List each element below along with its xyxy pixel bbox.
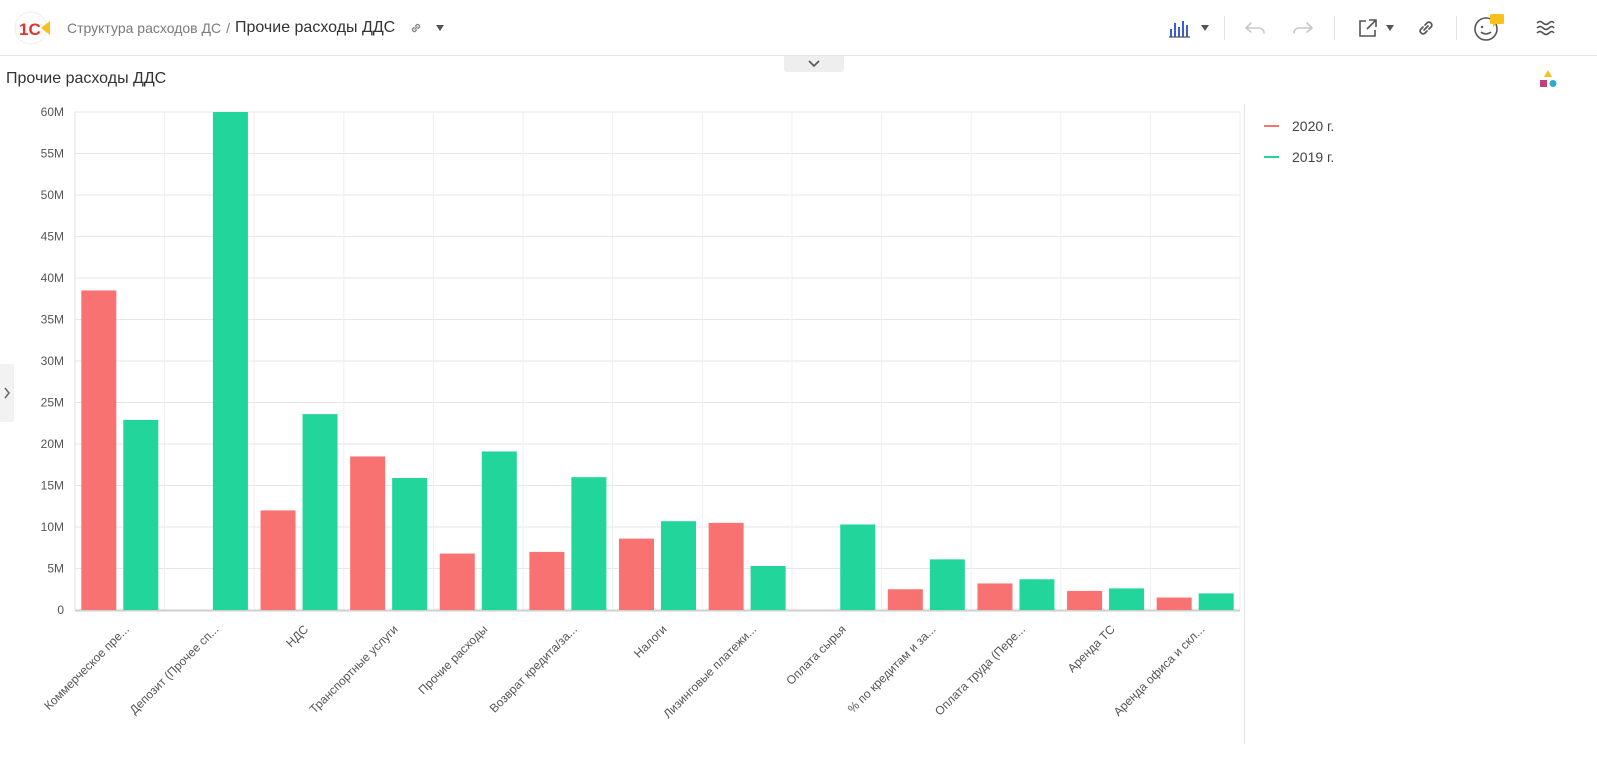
x-tick-label: Прочие расходы xyxy=(415,622,490,697)
chevron-down-icon xyxy=(808,60,820,68)
bar[interactable] xyxy=(840,524,876,610)
y-tick-label: 55M xyxy=(41,147,64,161)
x-tick-label: Транспортные услуги xyxy=(307,622,401,716)
toolbar-divider xyxy=(1334,16,1335,40)
undo-button[interactable] xyxy=(1242,14,1268,42)
chevron-down-icon xyxy=(1201,25,1209,31)
bar[interactable] xyxy=(571,477,607,610)
bar[interactable] xyxy=(529,551,565,610)
legend-label: 2020 г. xyxy=(1292,117,1335,134)
y-axis: 0 5M 10M 15M 20M 25M 30M 35M 40M 45M 50M 55M 60M xyxy=(41,105,65,617)
y-tick-label: 30M xyxy=(41,354,64,368)
breadcrumb: Структура расходов ДС / Прочие расходы Д… xyxy=(67,19,445,37)
chevron-down-icon xyxy=(1386,25,1394,31)
y-tick-label: 60M xyxy=(41,105,64,119)
breadcrumb-parent[interactable]: Структура расходов ДС xyxy=(67,20,222,36)
y-tick-label: 35M xyxy=(41,313,64,327)
bar[interactable] xyxy=(302,414,338,610)
link-icon[interactable] xyxy=(409,21,423,35)
y-tick-label: 0 xyxy=(57,603,64,617)
bar[interactable] xyxy=(1198,593,1234,610)
side-panel-toggle[interactable] xyxy=(0,364,14,422)
export-button[interactable] xyxy=(1354,14,1398,42)
breadcrumb-current: Прочие расходы ДДС xyxy=(234,19,396,36)
bar[interactable] xyxy=(1109,588,1145,610)
user-avatar-icon xyxy=(1474,14,1504,41)
bar[interactable] xyxy=(887,589,923,610)
y-tick-label: 25M xyxy=(41,396,64,410)
x-tick-label: Лизинговые платежи... xyxy=(660,622,759,721)
bar[interactable] xyxy=(929,559,965,610)
bar[interactable] xyxy=(619,538,654,610)
copy-link-button[interactable] xyxy=(1414,14,1438,42)
x-axis: Коммерческое пре...Депозит (Прочее сп...… xyxy=(41,622,1207,721)
y-tick-label: 10M xyxy=(41,520,64,534)
x-tick-label: Оплата сырья xyxy=(783,622,849,688)
x-tick-label: Налоги xyxy=(631,622,669,660)
legend-item[interactable]: 2019 г. xyxy=(1264,141,1334,172)
y-tick-label: 50M xyxy=(41,188,64,202)
legend-divider xyxy=(1244,104,1245,744)
waves-menu-icon xyxy=(1536,20,1555,36)
y-tick-label: 20M xyxy=(41,437,64,451)
y-tick-label: 40M xyxy=(41,271,64,285)
chart-type-button[interactable] xyxy=(1166,14,1212,42)
chart-title: Прочие расходы ДДС xyxy=(6,70,167,87)
legend-item[interactable]: 2020 г. xyxy=(1264,110,1334,141)
bar[interactable] xyxy=(661,521,696,610)
y-tick-label: 15M xyxy=(41,479,64,493)
toolbar-divider xyxy=(1456,16,1457,40)
link-icon xyxy=(1419,21,1433,35)
legend-swatch xyxy=(1264,124,1279,127)
bar[interactable] xyxy=(392,478,428,610)
user-avatar-button[interactable] xyxy=(1472,14,1506,42)
x-tick-label: Оплата труда (Пере... xyxy=(932,622,1028,718)
x-tick-label: Аренда офиса и скл... xyxy=(1111,622,1208,719)
bar[interactable] xyxy=(81,290,117,610)
svg-text:1C: 1C xyxy=(19,20,41,39)
bar[interactable] xyxy=(708,522,744,610)
bar[interactable] xyxy=(350,456,386,610)
bar-chart: 0 5M 10M 15M 20M 25M 30M 35M 40M 45M 50M 55M 60M Ком… xyxy=(41,105,1241,721)
chevron-down-icon[interactable] xyxy=(435,24,445,32)
x-tick-label: Возврат кредита/за... xyxy=(487,622,580,715)
top-toolbar: 1C Структура расходов ДС / Прочие расход… xyxy=(0,0,1597,56)
bar[interactable] xyxy=(1156,597,1192,610)
legend-swatch xyxy=(1264,155,1279,158)
bars xyxy=(81,112,1234,610)
bar[interactable] xyxy=(481,451,517,610)
y-tick-label: 5M xyxy=(47,562,64,576)
bar[interactable] xyxy=(1067,590,1103,610)
y-tick-label: 45M xyxy=(41,230,64,244)
bar[interactable] xyxy=(260,510,296,610)
redo-icon xyxy=(1293,22,1313,34)
bar[interactable] xyxy=(123,419,159,610)
chevron-right-icon xyxy=(4,387,10,399)
main-menu-button[interactable] xyxy=(1534,14,1556,42)
1c-logo-icon[interactable]: 1C xyxy=(14,11,54,45)
collapse-header-toggle[interactable] xyxy=(784,56,844,72)
bar[interactable] xyxy=(212,112,248,610)
bar-chart-icon xyxy=(1169,21,1190,38)
breadcrumb-separator: / xyxy=(226,20,230,36)
bar[interactable] xyxy=(439,553,475,610)
x-tick-label: % по кредитам и за... xyxy=(845,622,939,716)
toolbar-divider xyxy=(1224,16,1225,40)
grid xyxy=(74,111,1241,612)
redo-button[interactable] xyxy=(1290,14,1316,42)
undo-icon xyxy=(1245,22,1265,34)
external-link-icon xyxy=(1359,19,1377,37)
shapes-icon[interactable] xyxy=(1538,69,1558,89)
x-tick-label: Депозит (Прочее сп... xyxy=(127,622,222,717)
chart-legend: 2020 г. 2019 г. xyxy=(1264,110,1334,172)
bar[interactable] xyxy=(1019,579,1055,610)
legend-label: 2019 г. xyxy=(1292,148,1335,165)
x-tick-label: Аренда ТС xyxy=(1065,622,1118,675)
bar[interactable] xyxy=(977,583,1013,610)
x-tick-label: Коммерческое пре... xyxy=(41,622,132,713)
x-tick-label: НДС xyxy=(283,622,311,650)
bar[interactable] xyxy=(750,566,786,610)
